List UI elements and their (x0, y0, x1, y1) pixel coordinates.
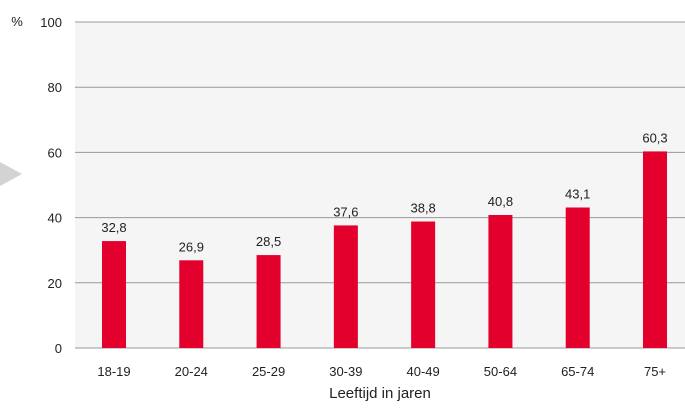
bar (488, 214, 513, 348)
data-label: 32,8 (101, 220, 126, 235)
bar (333, 225, 358, 348)
bars (102, 151, 667, 348)
data-label: 28,5 (256, 234, 281, 249)
y-axis-label: % (11, 14, 23, 29)
x-category-label: 40-49 (407, 364, 440, 379)
pointer-arrow-icon (0, 162, 22, 186)
data-label: 38,8 (410, 201, 435, 216)
plot-background (75, 22, 685, 348)
data-labels: 32,8 26,9 28,5 37,6 38,8 40,8 43,1 60,3 (101, 130, 667, 254)
bar (411, 221, 436, 348)
x-category-label: 30-39 (329, 364, 362, 379)
y-tick-label: 60 (48, 145, 62, 160)
bar (102, 241, 126, 348)
bar (179, 260, 204, 348)
x-category-label: 20-24 (175, 364, 208, 379)
y-tick-label: 100 (40, 15, 62, 30)
x-category-label: 75+ (644, 364, 666, 379)
y-tick-label: 80 (48, 80, 62, 95)
y-tick-label: 20 (48, 276, 62, 291)
bar (643, 151, 667, 348)
y-tick-label: 0 (55, 341, 62, 356)
bar (256, 255, 281, 348)
data-label: 26,9 (179, 239, 204, 254)
data-label: 40,8 (488, 194, 513, 209)
y-tick-label: 40 (48, 211, 62, 226)
x-axis-label: Leeftijd in jaren (329, 385, 431, 402)
data-label: 60,3 (642, 130, 667, 145)
x-axis-categories: 18-19 20-24 25-29 30-39 40-49 50-64 65-74 75+ (97, 364, 666, 379)
y-axis-ticks: 0 20 40 60 80 100 (40, 15, 62, 356)
x-category-label: 25-29 (252, 364, 285, 379)
bar (565, 207, 590, 348)
data-label: 43,1 (565, 186, 590, 201)
x-category-label: 50-64 (484, 364, 517, 379)
x-category-label: 65-74 (561, 364, 594, 379)
x-category-label: 18-19 (97, 364, 130, 379)
data-label: 37,6 (333, 204, 358, 219)
